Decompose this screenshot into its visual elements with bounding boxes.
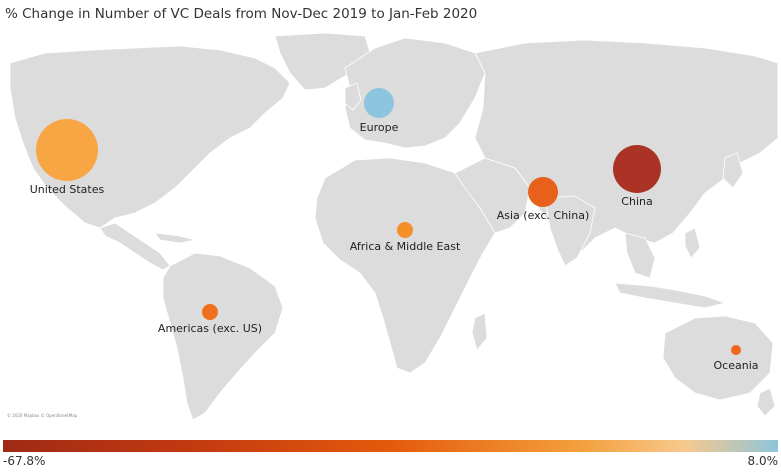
africa-land [314,157,496,374]
label-americas-exc-us: Americas (exc. US) [157,322,263,335]
legend-min-label: -67.8% [3,454,46,468]
japan-land [722,152,744,189]
marker-asia-exc-china[interactable] [528,177,558,207]
world-map[interactable]: United States Europe Africa & Middle Eas… [5,28,778,420]
marker-united-states[interactable] [36,119,98,181]
page-title: % Change in Number of VC Deals from Nov-… [5,6,478,22]
india-land [544,195,596,267]
region-markers[interactable] [36,88,741,355]
marker-americas-exc-us[interactable] [202,304,218,320]
label-united-states: United States [29,183,105,196]
label-oceania: Oceania [713,359,759,372]
land-layer [9,32,778,420]
legend-gradient-bar [3,440,778,452]
color-legend [3,440,778,452]
label-europe: Europe [359,121,399,134]
marker-europe[interactable] [364,88,394,118]
greenland-land [274,32,371,91]
uk-land [344,82,362,111]
map-canvas[interactable] [5,28,778,420]
label-asia-exc-china: Asia (exc. China) [496,209,590,222]
north-america-land [9,45,291,229]
marker-oceania[interactable] [731,345,741,355]
indonesia-land [614,282,727,309]
southeast-asia-land [624,232,656,279]
central-america-land [99,222,171,271]
madagascar-land [471,312,488,351]
marker-china[interactable] [613,145,661,193]
europe-land [344,37,486,149]
legend-max-label: 8.0% [747,454,779,468]
south-america-land [162,252,284,420]
map-credit: © 2020 Mapbox © OpenStreetMap [7,413,78,418]
marker-africa-middle-east[interactable] [397,222,413,238]
label-china: China [621,195,653,208]
philippines-land [684,227,701,259]
new-zealand-land [756,387,776,417]
caribbean-land [154,232,196,244]
label-africa-middle-east: Africa & Middle East [349,240,461,253]
australia-land [662,315,774,401]
